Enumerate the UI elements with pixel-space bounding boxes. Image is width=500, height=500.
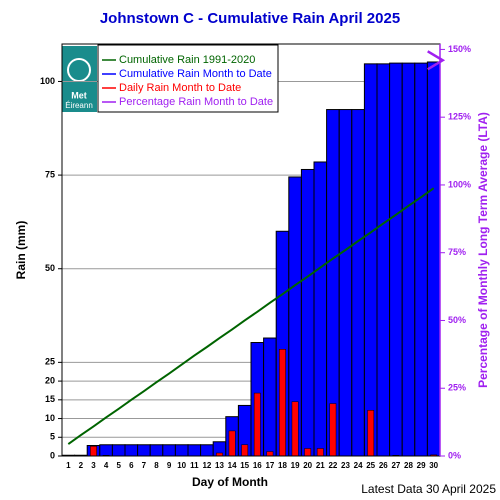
y-tick-label: 5 <box>50 432 55 442</box>
bar <box>351 109 365 457</box>
x-tick-label: 6 <box>129 461 134 470</box>
y-tick-label: 100 <box>40 76 55 86</box>
y2-axis-label: Percentage of Monthly Long Term Average … <box>476 112 490 388</box>
y-tick-label: 20 <box>45 375 55 385</box>
bar <box>253 392 261 457</box>
y-tick-label: 50 <box>45 263 55 273</box>
logo-text: Éireann <box>65 101 93 110</box>
bar <box>266 451 274 457</box>
y2-tick-label: 50% <box>448 315 466 325</box>
bar <box>279 349 286 457</box>
x-tick-label: 19 <box>291 461 300 470</box>
bar <box>367 410 375 457</box>
x-tick-label: 16 <box>253 461 262 470</box>
x-tick-label: 29 <box>417 461 426 470</box>
bar <box>241 444 249 457</box>
x-tick-label: 1 <box>66 461 71 470</box>
line <box>67 187 435 445</box>
bar <box>389 62 403 457</box>
x-tick-label: 25 <box>366 461 375 470</box>
x-tick-label: 22 <box>328 461 337 470</box>
x-axis-label: Day of Month <box>192 475 268 489</box>
x-tick-label: 7 <box>142 461 147 470</box>
bar <box>200 444 214 457</box>
bar <box>263 337 277 457</box>
y-tick-label: 10 <box>45 413 55 423</box>
x-tick-label: 5 <box>116 461 121 470</box>
bar <box>300 168 315 457</box>
legend-label: Cumulative Rain Month to Date <box>119 68 272 80</box>
y2-tick-label: 125% <box>448 112 471 122</box>
logo-text: Met <box>71 90 87 100</box>
x-tick-label: 18 <box>278 461 287 470</box>
x-tick-label: 8 <box>154 461 159 470</box>
bar <box>363 63 378 457</box>
x-tick-label: 9 <box>167 461 172 470</box>
y-tick-label: 15 <box>45 394 55 404</box>
bar <box>401 62 416 457</box>
x-tick-label: 3 <box>91 461 96 470</box>
x-tick-label: 11 <box>190 461 199 470</box>
bar <box>228 430 236 457</box>
x-tick-label: 10 <box>177 461 186 470</box>
bar <box>376 63 391 457</box>
bar <box>99 444 113 457</box>
y-axis-label: Rain (mm) <box>14 221 28 280</box>
bar <box>414 62 428 457</box>
bar <box>162 444 176 457</box>
marker <box>427 50 446 71</box>
bar <box>291 401 299 457</box>
x-tick-label: 4 <box>104 461 109 470</box>
x-tick-label: 17 <box>265 461 274 470</box>
bar <box>304 448 312 457</box>
bar <box>338 109 353 457</box>
x-tick-label: 24 <box>354 461 363 470</box>
y-tick-label: 0 <box>50 450 55 460</box>
y2-tick-label: 75% <box>448 247 466 257</box>
bar <box>124 444 139 457</box>
bar <box>329 403 337 457</box>
legend-label: Daily Rain Month to Date <box>119 82 241 94</box>
chart-title: Johnstown C - Cumulative Rain April 2025 <box>100 10 400 27</box>
x-tick-label: 23 <box>341 461 350 470</box>
x-tick-label: 14 <box>228 461 237 470</box>
bar <box>313 161 328 457</box>
bar <box>90 446 97 457</box>
y-tick-label: 25 <box>45 357 55 367</box>
footer: Latest Data 30 April 2025 <box>361 482 496 496</box>
y2-tick-label: 25% <box>448 383 466 393</box>
legend-box <box>97 44 279 113</box>
bar <box>137 444 151 457</box>
legend-label: Percentage Rain Month to Date <box>119 96 273 108</box>
y-tick-label: 75 <box>45 169 55 179</box>
bar <box>187 444 202 457</box>
x-tick-label: 28 <box>404 461 413 470</box>
bar <box>149 444 164 457</box>
x-tick-label: 26 <box>379 461 388 470</box>
y2-tick-label: 150% <box>448 44 471 54</box>
x-tick-label: 13 <box>215 461 224 470</box>
y2-tick-label: 100% <box>448 179 471 189</box>
x-tick-label: 2 <box>79 461 84 470</box>
x-tick-label: 30 <box>429 461 438 470</box>
x-tick-label: 20 <box>303 461 312 470</box>
logo <box>62 46 97 112</box>
bar <box>316 448 324 457</box>
x-tick-label: 12 <box>202 461 211 470</box>
y2-tick-label: 0% <box>448 450 461 460</box>
x-tick-label: 27 <box>391 461 400 470</box>
x-tick-label: 15 <box>240 461 249 470</box>
bar <box>426 61 441 457</box>
bar <box>111 444 126 457</box>
legend-label: Cumulative Rain 1991-2020 <box>119 54 255 66</box>
x-tick-label: 21 <box>316 461 325 470</box>
bar <box>174 444 189 457</box>
